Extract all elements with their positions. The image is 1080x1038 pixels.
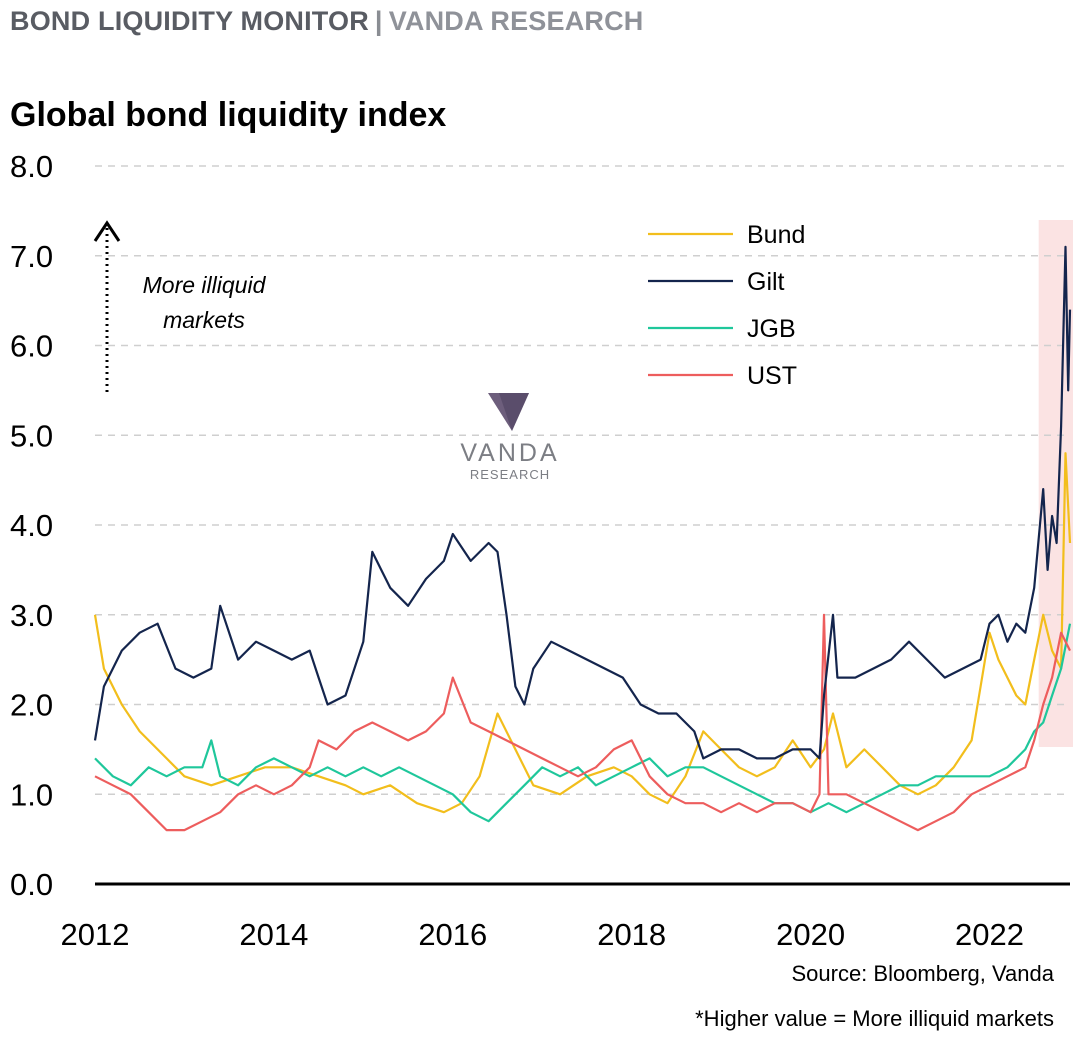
header-brand: VANDA RESEARCH: [388, 6, 644, 36]
vanda-logo-icon-shade: [499, 393, 529, 431]
x-tick-label: 2022: [955, 917, 1024, 952]
illiquid-annotation: More illiquid markets: [93, 220, 267, 392]
footnote: *Higher value = More illiquid markets: [695, 1006, 1054, 1031]
header-left: BOND LIQUIDITY MONITOR: [10, 6, 369, 36]
y-tick-label: 7.0: [10, 239, 53, 274]
x-tick-label: 2014: [239, 917, 308, 952]
y-tick-label: 8.0: [10, 149, 53, 184]
arrow-up-icon: [93, 220, 121, 242]
legend-label-jgb: JGB: [747, 315, 796, 343]
report-header: BOND LIQUIDITY MONITOR | VANDA RESEARCH: [10, 6, 644, 37]
watermark-line1: VANDA: [460, 439, 559, 467]
watermark-line2: RESEARCH: [470, 467, 550, 482]
x-tick-label: 2018: [597, 917, 666, 952]
y-tick-label: 1.0: [10, 777, 53, 812]
legend: Bund Gilt JGB UST: [648, 221, 805, 390]
x-tick-label: 2020: [776, 917, 845, 952]
header-separator: |: [374, 6, 383, 36]
series-line-gilt: [93, 245, 1072, 760]
series-line-bund: [93, 452, 1072, 814]
grid-lines: [95, 165, 1070, 795]
vanda-watermark: VANDA RESEARCH: [460, 393, 559, 482]
y-axis-labels: 0.0 1.0 2.0 3.0 4.0 5.0 6.0 7.0 8.0: [10, 149, 53, 902]
chart-title: Global bond liquidity index: [10, 96, 447, 134]
source-note: Source: Bloomberg, Vanda: [791, 961, 1054, 986]
x-tick-label: 2012: [61, 917, 130, 952]
series-line-jgb: [94, 623, 1072, 823]
y-tick-label: 3.0: [10, 598, 53, 633]
x-tick-label: 2016: [418, 917, 487, 952]
legend-label-ust: UST: [747, 362, 797, 390]
annotation-line2: markets: [163, 307, 245, 333]
y-tick-label: 2.0: [10, 688, 53, 723]
y-tick-label: 0.0: [10, 867, 53, 902]
y-tick-label: 4.0: [10, 508, 53, 543]
annotation-line1: More illiquid: [143, 272, 267, 298]
series-lines: [93, 245, 1072, 832]
y-tick-label: 5.0: [10, 418, 53, 453]
x-axis-labels: 2012 2014 2016 2018 2020 2022: [61, 917, 1024, 952]
legend-label-gilt: Gilt: [747, 268, 785, 296]
legend-label-bund: Bund: [747, 221, 805, 249]
y-tick-label: 6.0: [10, 329, 53, 364]
series-line-ust: [94, 613, 1071, 832]
